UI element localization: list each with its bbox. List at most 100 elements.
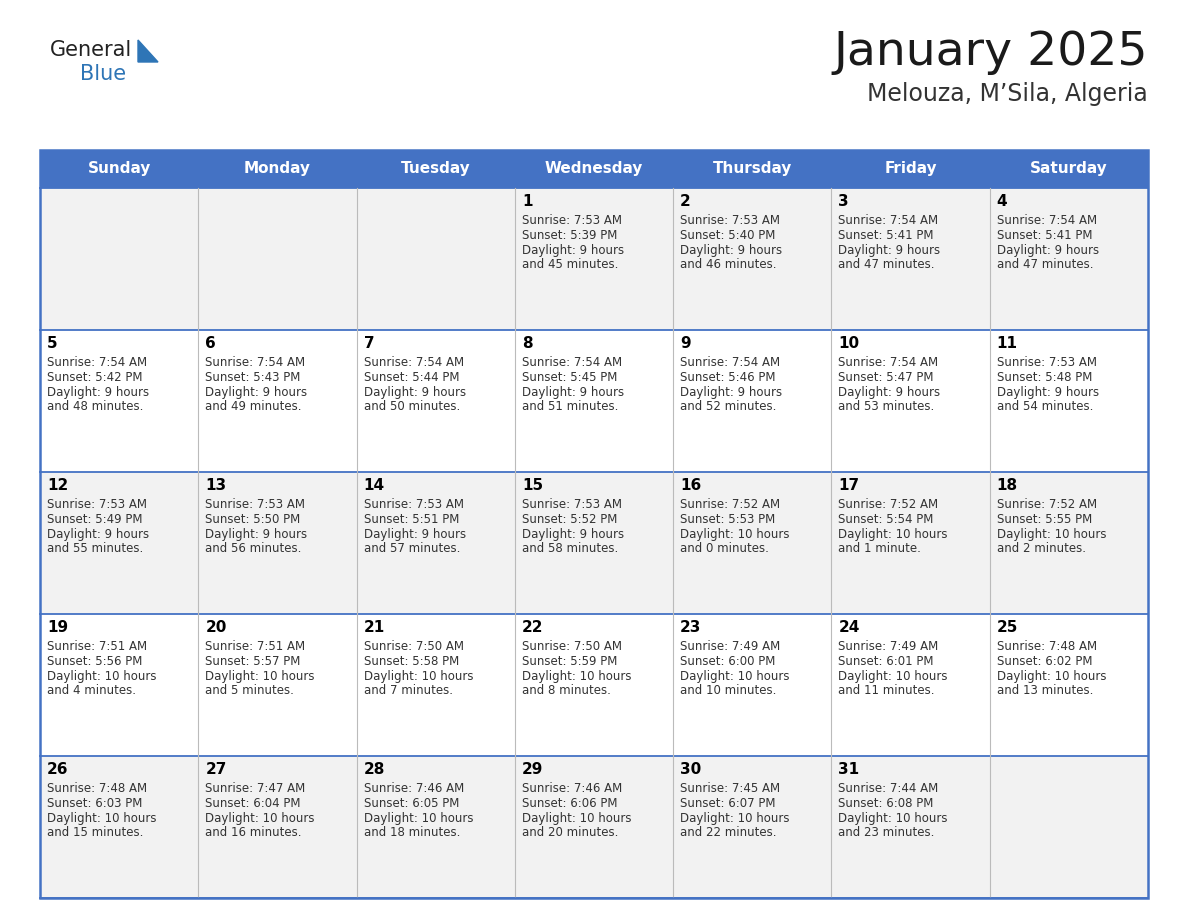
Text: and 22 minutes.: and 22 minutes.: [681, 826, 777, 839]
Text: 14: 14: [364, 478, 385, 493]
Bar: [40, 150, 1148, 898]
Bar: [198, 756, 356, 898]
Bar: [40, 330, 198, 472]
Text: and 54 minutes.: and 54 minutes.: [997, 400, 1093, 413]
Bar: [832, 330, 990, 472]
Text: 23: 23: [681, 620, 702, 635]
Text: 22: 22: [522, 620, 543, 635]
Text: and 46 minutes.: and 46 minutes.: [681, 258, 777, 271]
Text: Sunset: 5:55 PM: Sunset: 5:55 PM: [997, 513, 1092, 526]
Text: Sunset: 6:03 PM: Sunset: 6:03 PM: [48, 797, 143, 810]
Bar: [40, 472, 198, 614]
Text: Daylight: 10 hours: Daylight: 10 hours: [997, 670, 1106, 683]
Text: and 16 minutes.: and 16 minutes.: [206, 826, 302, 839]
Text: Daylight: 9 hours: Daylight: 9 hours: [364, 528, 466, 541]
Bar: [356, 330, 514, 472]
Text: Daylight: 9 hours: Daylight: 9 hours: [522, 386, 624, 399]
Text: and 7 minutes.: and 7 minutes.: [364, 684, 453, 697]
Bar: [356, 150, 514, 188]
Text: Sunset: 5:56 PM: Sunset: 5:56 PM: [48, 655, 143, 668]
Text: and 50 minutes.: and 50 minutes.: [364, 400, 460, 413]
Text: Daylight: 9 hours: Daylight: 9 hours: [997, 244, 1099, 257]
Text: Sunrise: 7:54 AM: Sunrise: 7:54 AM: [839, 214, 939, 227]
Bar: [514, 614, 674, 756]
Text: Sunset: 5:42 PM: Sunset: 5:42 PM: [48, 371, 143, 384]
Text: Sunset: 5:45 PM: Sunset: 5:45 PM: [522, 371, 618, 384]
Text: 8: 8: [522, 336, 532, 351]
Text: Sunset: 6:06 PM: Sunset: 6:06 PM: [522, 797, 618, 810]
Bar: [832, 614, 990, 756]
Text: 5: 5: [48, 336, 58, 351]
Text: and 55 minutes.: and 55 minutes.: [48, 542, 144, 555]
Bar: [990, 614, 1148, 756]
Text: Sunrise: 7:50 AM: Sunrise: 7:50 AM: [364, 640, 463, 653]
Text: Sunset: 5:49 PM: Sunset: 5:49 PM: [48, 513, 143, 526]
Text: 9: 9: [681, 336, 690, 351]
Text: Sunrise: 7:54 AM: Sunrise: 7:54 AM: [206, 356, 305, 369]
Text: Sunrise: 7:48 AM: Sunrise: 7:48 AM: [997, 640, 1097, 653]
Text: Sunset: 5:53 PM: Sunset: 5:53 PM: [681, 513, 776, 526]
Bar: [198, 472, 356, 614]
Bar: [356, 188, 514, 330]
Text: Sunset: 5:43 PM: Sunset: 5:43 PM: [206, 371, 301, 384]
Text: Sunrise: 7:53 AM: Sunrise: 7:53 AM: [997, 356, 1097, 369]
Bar: [198, 188, 356, 330]
Bar: [514, 472, 674, 614]
Text: Sunset: 5:39 PM: Sunset: 5:39 PM: [522, 229, 618, 242]
Text: 30: 30: [681, 762, 701, 777]
Bar: [356, 614, 514, 756]
Text: Daylight: 10 hours: Daylight: 10 hours: [522, 812, 631, 825]
Text: 19: 19: [48, 620, 68, 635]
Text: and 52 minutes.: and 52 minutes.: [681, 400, 777, 413]
Text: and 15 minutes.: and 15 minutes.: [48, 826, 144, 839]
Text: Sunday: Sunday: [88, 162, 151, 176]
Bar: [674, 330, 832, 472]
Text: Sunset: 6:04 PM: Sunset: 6:04 PM: [206, 797, 301, 810]
Text: 13: 13: [206, 478, 227, 493]
Text: Daylight: 9 hours: Daylight: 9 hours: [839, 386, 941, 399]
Bar: [990, 188, 1148, 330]
Text: Sunrise: 7:54 AM: Sunrise: 7:54 AM: [48, 356, 147, 369]
Text: Sunset: 5:58 PM: Sunset: 5:58 PM: [364, 655, 459, 668]
Text: 11: 11: [997, 336, 1018, 351]
Text: Sunset: 5:50 PM: Sunset: 5:50 PM: [206, 513, 301, 526]
Text: Daylight: 9 hours: Daylight: 9 hours: [522, 528, 624, 541]
Bar: [674, 150, 832, 188]
Text: Sunrise: 7:49 AM: Sunrise: 7:49 AM: [681, 640, 781, 653]
Text: Sunset: 6:07 PM: Sunset: 6:07 PM: [681, 797, 776, 810]
Text: Sunrise: 7:52 AM: Sunrise: 7:52 AM: [997, 498, 1097, 511]
Text: Sunset: 5:41 PM: Sunset: 5:41 PM: [839, 229, 934, 242]
Text: 21: 21: [364, 620, 385, 635]
Text: Daylight: 10 hours: Daylight: 10 hours: [364, 812, 473, 825]
Text: 6: 6: [206, 336, 216, 351]
Bar: [514, 188, 674, 330]
Text: Daylight: 10 hours: Daylight: 10 hours: [48, 670, 157, 683]
Bar: [832, 472, 990, 614]
Text: Sunrise: 7:54 AM: Sunrise: 7:54 AM: [522, 356, 623, 369]
Text: and 45 minutes.: and 45 minutes.: [522, 258, 618, 271]
Text: Sunset: 6:02 PM: Sunset: 6:02 PM: [997, 655, 1092, 668]
Bar: [674, 614, 832, 756]
Bar: [198, 614, 356, 756]
Bar: [40, 188, 198, 330]
Text: Sunset: 6:05 PM: Sunset: 6:05 PM: [364, 797, 459, 810]
Text: Sunrise: 7:53 AM: Sunrise: 7:53 AM: [522, 498, 621, 511]
Text: Daylight: 10 hours: Daylight: 10 hours: [48, 812, 157, 825]
Text: Sunset: 5:40 PM: Sunset: 5:40 PM: [681, 229, 776, 242]
Bar: [990, 330, 1148, 472]
Text: Daylight: 9 hours: Daylight: 9 hours: [681, 244, 782, 257]
Text: and 11 minutes.: and 11 minutes.: [839, 684, 935, 697]
Text: and 10 minutes.: and 10 minutes.: [681, 684, 777, 697]
Text: and 2 minutes.: and 2 minutes.: [997, 542, 1086, 555]
Text: Friday: Friday: [884, 162, 937, 176]
Bar: [198, 150, 356, 188]
Text: Sunrise: 7:53 AM: Sunrise: 7:53 AM: [206, 498, 305, 511]
Text: 15: 15: [522, 478, 543, 493]
Text: Sunrise: 7:48 AM: Sunrise: 7:48 AM: [48, 782, 147, 795]
Text: Blue: Blue: [80, 64, 126, 84]
Text: Sunrise: 7:53 AM: Sunrise: 7:53 AM: [48, 498, 147, 511]
Bar: [40, 614, 198, 756]
Bar: [40, 756, 198, 898]
Text: 25: 25: [997, 620, 1018, 635]
Text: Daylight: 9 hours: Daylight: 9 hours: [206, 386, 308, 399]
